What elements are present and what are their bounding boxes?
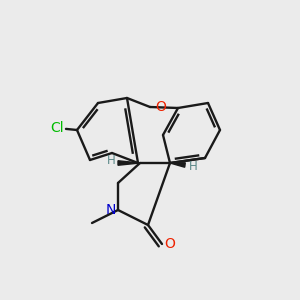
- Text: O: O: [165, 237, 176, 251]
- Text: H: H: [106, 154, 116, 167]
- Text: N: N: [106, 203, 116, 217]
- Text: Cl: Cl: [50, 121, 64, 135]
- Polygon shape: [170, 163, 185, 167]
- Text: H: H: [189, 160, 197, 173]
- Polygon shape: [118, 161, 140, 165]
- Text: O: O: [156, 100, 167, 114]
